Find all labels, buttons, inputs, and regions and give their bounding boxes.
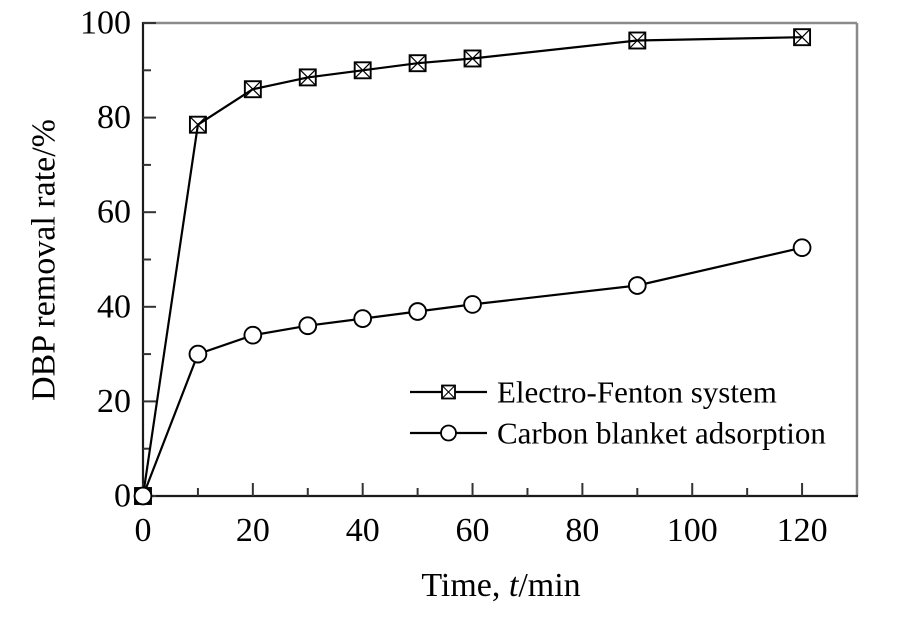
legend-label: Carbon blanket adsorption [497, 416, 826, 451]
circle-marker-icon [133, 486, 153, 506]
circle-marker-icon [627, 276, 647, 295]
circle-marker-icon [188, 344, 208, 364]
circle-marker-icon [463, 295, 482, 314]
circle-marker-icon [408, 302, 427, 321]
tick-labels: 0 20 40 60 80 100 120 0 20 40 60 80 100 [80, 5, 828, 550]
circle-marker-icon [353, 309, 373, 328]
circle-marker-icon [298, 316, 318, 336]
legend-item-0: Electro-Fenton system [410, 375, 777, 410]
x-tick-label: 40 [346, 512, 380, 549]
x-axis-title: Time, t/min [421, 567, 580, 604]
y-tick-label: 40 [97, 288, 131, 325]
legend: Electro-Fenton system Carbon blanket adso… [410, 375, 826, 451]
y-tick-label: 100 [80, 5, 131, 42]
legend-item-1: Carbon blanket adsorption [410, 416, 826, 451]
y-tick-label: 0 [114, 478, 131, 515]
circle-marker-icon [440, 424, 457, 442]
series-line-0 [141, 36, 803, 497]
y-tick-label: 20 [97, 383, 131, 420]
x-tick-label: 80 [565, 512, 599, 549]
circle-marker-icon [792, 238, 812, 258]
y-axis-title: DBP removal rate/% [26, 119, 63, 401]
x-tick-label: 120 [777, 512, 828, 549]
circle-marker-icon [243, 325, 263, 345]
series-1 [133, 238, 812, 506]
x-tick-label: 100 [667, 512, 718, 549]
x-tick-label: 0 [135, 512, 152, 549]
square-x-diagonal [441, 385, 456, 399]
y-tick-label: 80 [97, 99, 131, 136]
x-tick-label: 20 [236, 512, 270, 549]
ticks [142, 22, 804, 497]
x-tick-label: 60 [456, 512, 490, 549]
y-tick-label: 60 [97, 194, 131, 231]
legend-label: Electro-Fenton system [497, 375, 777, 410]
